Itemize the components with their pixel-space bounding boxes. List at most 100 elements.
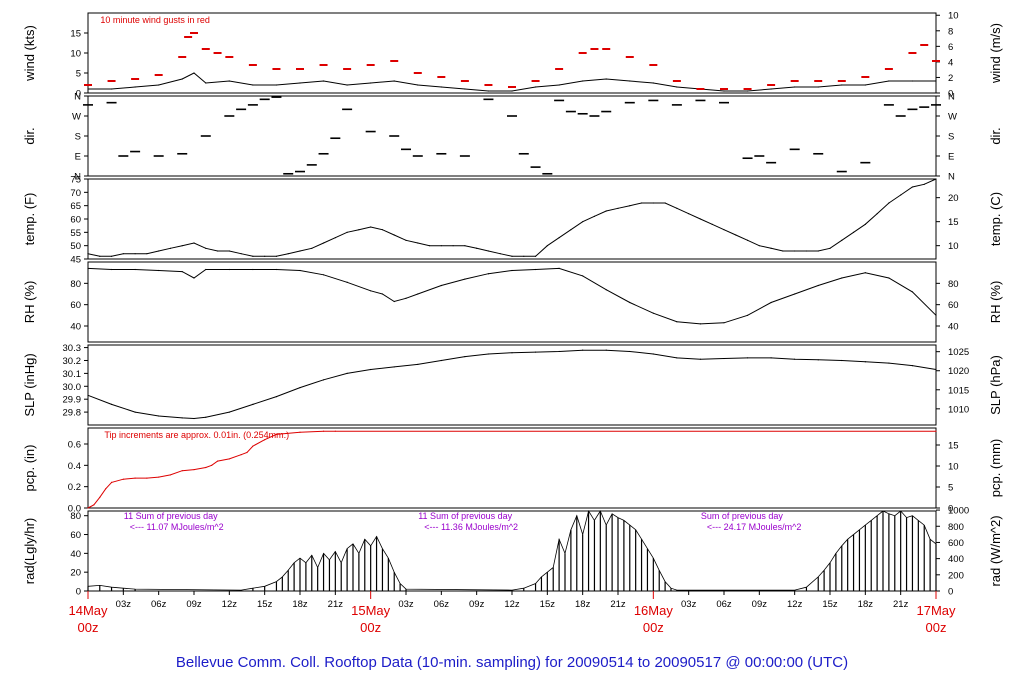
date-label-day: 14May xyxy=(68,603,108,618)
data-point xyxy=(405,297,407,299)
data-point xyxy=(381,229,384,231)
y-tick-label-right: S xyxy=(948,132,954,143)
y-tick-label-left: 70 xyxy=(70,188,81,199)
direction-mark xyxy=(118,155,129,157)
x-tick-label: 12z xyxy=(222,599,238,610)
data-point xyxy=(582,80,584,82)
y-tick-label-right: 6 xyxy=(948,42,953,53)
data-point xyxy=(322,242,325,244)
y-tick-label-right: N xyxy=(948,92,955,103)
direction-mark xyxy=(365,130,376,133)
data-point xyxy=(99,255,101,257)
data-point xyxy=(735,234,737,236)
x-tick-label: 06z xyxy=(434,599,450,610)
data-point xyxy=(935,368,937,371)
data-point xyxy=(393,80,395,82)
x-tick-label: 15z xyxy=(540,599,556,610)
data-point xyxy=(193,72,195,74)
x-tick-label: 15z xyxy=(822,599,838,610)
data-point xyxy=(252,255,254,257)
gust-mark xyxy=(578,52,587,54)
direction-mark xyxy=(342,108,353,111)
panel-frame xyxy=(87,261,937,343)
data-point xyxy=(629,301,631,304)
y-tick-label-right: 0 xyxy=(948,504,953,515)
data-point xyxy=(699,323,702,325)
y-tick-label-left: 5 xyxy=(76,69,81,80)
data-point xyxy=(252,268,254,271)
data-point xyxy=(841,239,843,241)
data-point xyxy=(746,239,749,241)
series-SLP xyxy=(87,349,937,420)
y-tick-label-right: E xyxy=(948,152,954,163)
data-point xyxy=(275,84,278,86)
direction-mark xyxy=(813,152,824,155)
data-point xyxy=(841,277,843,279)
data-point xyxy=(346,231,348,233)
data-point xyxy=(723,357,725,360)
series-gust xyxy=(84,32,940,90)
y-tick-label-right: N xyxy=(948,172,955,183)
data-point xyxy=(205,268,207,271)
y-tick-label-left: 60 xyxy=(70,300,81,311)
y-tick-label-right: 0 xyxy=(948,587,953,598)
data-point xyxy=(252,84,254,86)
direction-mark xyxy=(483,98,494,101)
data-point xyxy=(205,82,207,84)
data-point xyxy=(817,86,819,88)
data-point xyxy=(582,275,584,277)
gust-mark xyxy=(225,56,234,58)
data-point xyxy=(640,202,643,204)
x-tick-label: 15z xyxy=(257,599,273,610)
direction-mark xyxy=(236,108,247,111)
y-tick-label-right: 60 xyxy=(948,300,959,311)
data-point xyxy=(299,386,301,389)
data-point xyxy=(211,464,213,466)
data-point xyxy=(817,250,819,252)
data-point xyxy=(864,84,866,86)
series-line-SLP xyxy=(87,349,937,420)
data-point xyxy=(346,281,348,283)
data-point xyxy=(758,245,760,247)
gust-mark xyxy=(920,44,929,46)
data-point xyxy=(440,245,442,247)
data-point xyxy=(134,477,136,479)
gust-mark xyxy=(213,52,222,54)
panel-slp: SLP (inHg) SLP (hPa) 29.8 29.9 30.0 30.1 30.2 3… xyxy=(22,343,1003,426)
data-point xyxy=(746,314,749,316)
gust-mark xyxy=(190,32,198,34)
gust-mark xyxy=(590,48,599,50)
gust-mark xyxy=(184,36,193,38)
y-tick-label-right: 1010 xyxy=(948,404,969,415)
data-point xyxy=(110,403,113,405)
y-tick-label-left: 30.3 xyxy=(63,343,82,354)
y-axis-label-left: pcp. (in) xyxy=(22,445,37,492)
direction-mark xyxy=(542,172,553,175)
panel-annotation: 10 minute wind gusts in red xyxy=(100,15,210,25)
y-axis-label-right: wind (m/s) xyxy=(988,23,1003,84)
y-tick-label-right: 20 xyxy=(948,193,959,204)
y-tick-label-left: 40 xyxy=(70,322,81,333)
data-point xyxy=(193,277,195,279)
direction-mark xyxy=(789,148,800,151)
data-point xyxy=(87,88,89,90)
data-point xyxy=(558,267,560,269)
data-point xyxy=(841,84,843,86)
gust-mark xyxy=(884,68,893,70)
data-point xyxy=(87,253,89,255)
y-axis-label-left: temp. (F) xyxy=(22,193,37,246)
data-point xyxy=(711,223,713,225)
data-point xyxy=(440,86,442,88)
direction-mark xyxy=(577,112,588,115)
y-tick-label-left: W xyxy=(72,112,81,123)
gust-mark xyxy=(602,48,611,50)
y-tick-label-left: S xyxy=(75,132,81,143)
data-point xyxy=(181,271,183,273)
direction-mark xyxy=(401,148,411,151)
panel-wind: wind (kts) wind (m/s) 0 5 10 15 0 2 4 6 8 10 10 minu… xyxy=(22,11,1003,100)
direction-mark xyxy=(554,99,565,102)
gust-mark xyxy=(531,80,540,82)
gust-mark xyxy=(672,80,681,82)
gust-mark xyxy=(272,68,281,70)
